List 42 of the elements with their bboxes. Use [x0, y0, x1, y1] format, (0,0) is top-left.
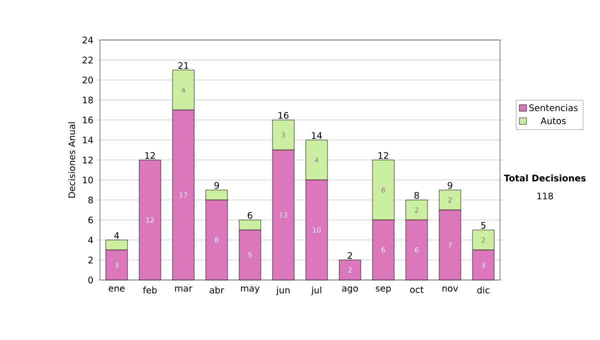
total-label: 6 — [248, 212, 252, 219]
x-tick-label: mar — [175, 286, 192, 292]
y-tick-label: 18 — [83, 96, 93, 104]
y-tick-label: 10 — [83, 176, 93, 184]
y-tick-label: 4 — [88, 236, 93, 244]
x-tick-label: oct — [410, 286, 424, 293]
legend-label: Autos — [540, 118, 566, 124]
y-tick-label: 12 — [83, 156, 93, 164]
total-label: 16 — [278, 112, 288, 119]
total-label: 2 — [348, 252, 352, 259]
y-tick-label: 6 — [88, 216, 93, 224]
total-label: 4 — [114, 232, 120, 239]
y-tick-label: 0 — [88, 276, 93, 284]
legend-label: Sentencias — [529, 104, 578, 112]
total-label: 9 — [448, 182, 452, 189]
x-tick-label: ene — [108, 286, 125, 292]
x-tick-label: abr — [210, 286, 224, 294]
y-tick-label: 24 — [82, 36, 93, 44]
total-label: 12 — [378, 152, 388, 159]
total-label: 14 — [312, 132, 322, 139]
y-tick-label: 20 — [82, 76, 93, 84]
x-tick-label: feb — [143, 286, 157, 294]
x-tick-label: jul — [311, 286, 322, 296]
total-label: 12 — [145, 152, 155, 159]
total-label: 21 — [178, 62, 188, 69]
x-tick-label: may — [241, 286, 260, 294]
y-tick-label: 16 — [83, 116, 93, 124]
total-label: 9 — [214, 182, 219, 189]
text: 118 — [537, 192, 553, 200]
x-tick-label: dic — [477, 286, 490, 294]
text: Total Decisiones — [504, 174, 586, 182]
x-tick-label: jun — [276, 286, 290, 296]
total-label: 8 — [414, 192, 419, 199]
y-tick-label: 22 — [82, 56, 93, 64]
x-tick-label: ago — [342, 286, 358, 294]
total-label: 5 — [481, 222, 486, 229]
x-tick-label: nov — [442, 286, 458, 292]
y-tick-label: 14 — [83, 136, 93, 144]
y-tick-label: 8 — [88, 196, 93, 204]
x-tick-label: sep — [376, 286, 391, 294]
y-axis-title: Decisiones Anual — [68, 122, 76, 198]
y-tick-label: 2 — [88, 256, 93, 264]
